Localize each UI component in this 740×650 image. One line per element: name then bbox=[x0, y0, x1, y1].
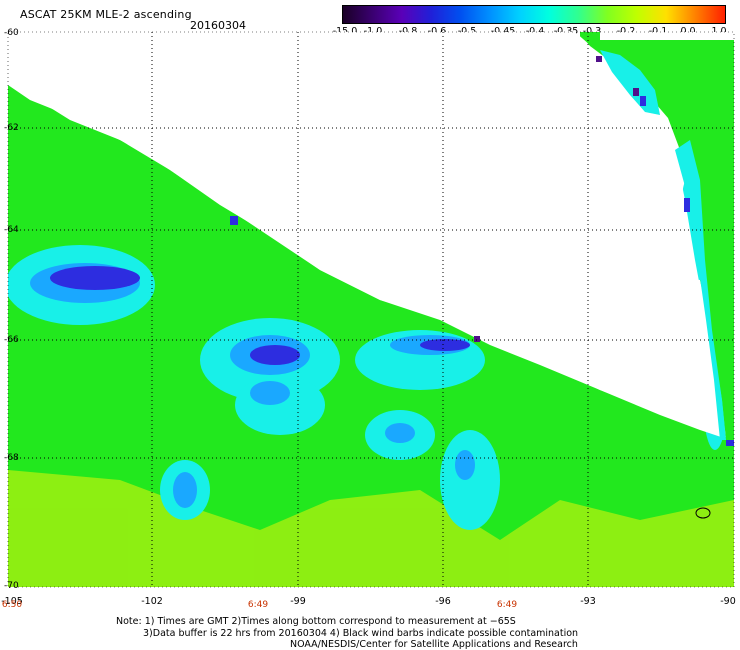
lon-label: -102 bbox=[141, 596, 163, 607]
lat-label: -60 bbox=[4, 28, 19, 38]
time-label: 6:49 bbox=[496, 600, 518, 610]
footnote-line-3: NOAA/NESDIS/Center for Satellite Applica… bbox=[290, 639, 578, 650]
time-label: 6:50 bbox=[1, 600, 23, 610]
colorbar-labels: -15.0 -1.0 -0.8 -0.6 -0.5 -0.45 -0.4 -0.… bbox=[326, 26, 736, 38]
colorbar-label: -0.6 bbox=[427, 26, 447, 37]
grid-lines bbox=[8, 32, 734, 587]
colorbar-label: -0.1 bbox=[648, 26, 668, 37]
colorbar-label: -0.35 bbox=[553, 26, 579, 37]
lon-label: -105 bbox=[1, 596, 23, 607]
colorbar-label: 0.0 bbox=[680, 26, 696, 37]
time-label: 6:49 bbox=[247, 600, 269, 610]
coastal-swath bbox=[585, 40, 734, 440]
plot-frame bbox=[7, 31, 735, 588]
colorbar-label: -0.3 bbox=[582, 26, 602, 37]
lat-label: -62 bbox=[4, 123, 19, 133]
colorbar-label: -0.4 bbox=[525, 26, 545, 37]
coastal-purple bbox=[474, 56, 639, 342]
colorbar bbox=[342, 5, 726, 24]
lat-label: -68 bbox=[4, 453, 19, 463]
colorbar-label: -0.45 bbox=[490, 26, 516, 37]
plot-title: ASCAT 25KM MLE-2 ascending bbox=[20, 8, 192, 21]
coastal-blue bbox=[640, 96, 734, 446]
wind-barb-marker bbox=[695, 507, 711, 519]
colorbar-label: 1.0 bbox=[711, 26, 727, 37]
colorbar-label: -0.8 bbox=[398, 26, 418, 37]
lon-label: -96 bbox=[435, 596, 451, 607]
colorbar-label: -15.0 bbox=[332, 26, 358, 37]
colorbar-label: -0.5 bbox=[457, 26, 477, 37]
lon-label: -90 bbox=[720, 596, 736, 607]
lime-patches bbox=[8, 470, 734, 587]
footnote-line-1: Note: 1) Times are GMT 2)Times along bot… bbox=[116, 616, 516, 627]
plot-date: 20160304 bbox=[190, 19, 246, 32]
no-data-mask bbox=[8, 32, 734, 438]
colorbar-label: -0.2 bbox=[616, 26, 636, 37]
lat-label: -70 bbox=[4, 581, 19, 591]
lat-label: -66 bbox=[4, 335, 19, 345]
lon-label: -99 bbox=[290, 596, 306, 607]
lon-label: -93 bbox=[580, 596, 596, 607]
colorbar-label: -1.0 bbox=[363, 26, 383, 37]
footnote-line-2: 3)Data buffer is 22 hrs from 20160304 4)… bbox=[143, 628, 579, 639]
lat-label: -64 bbox=[4, 225, 19, 235]
